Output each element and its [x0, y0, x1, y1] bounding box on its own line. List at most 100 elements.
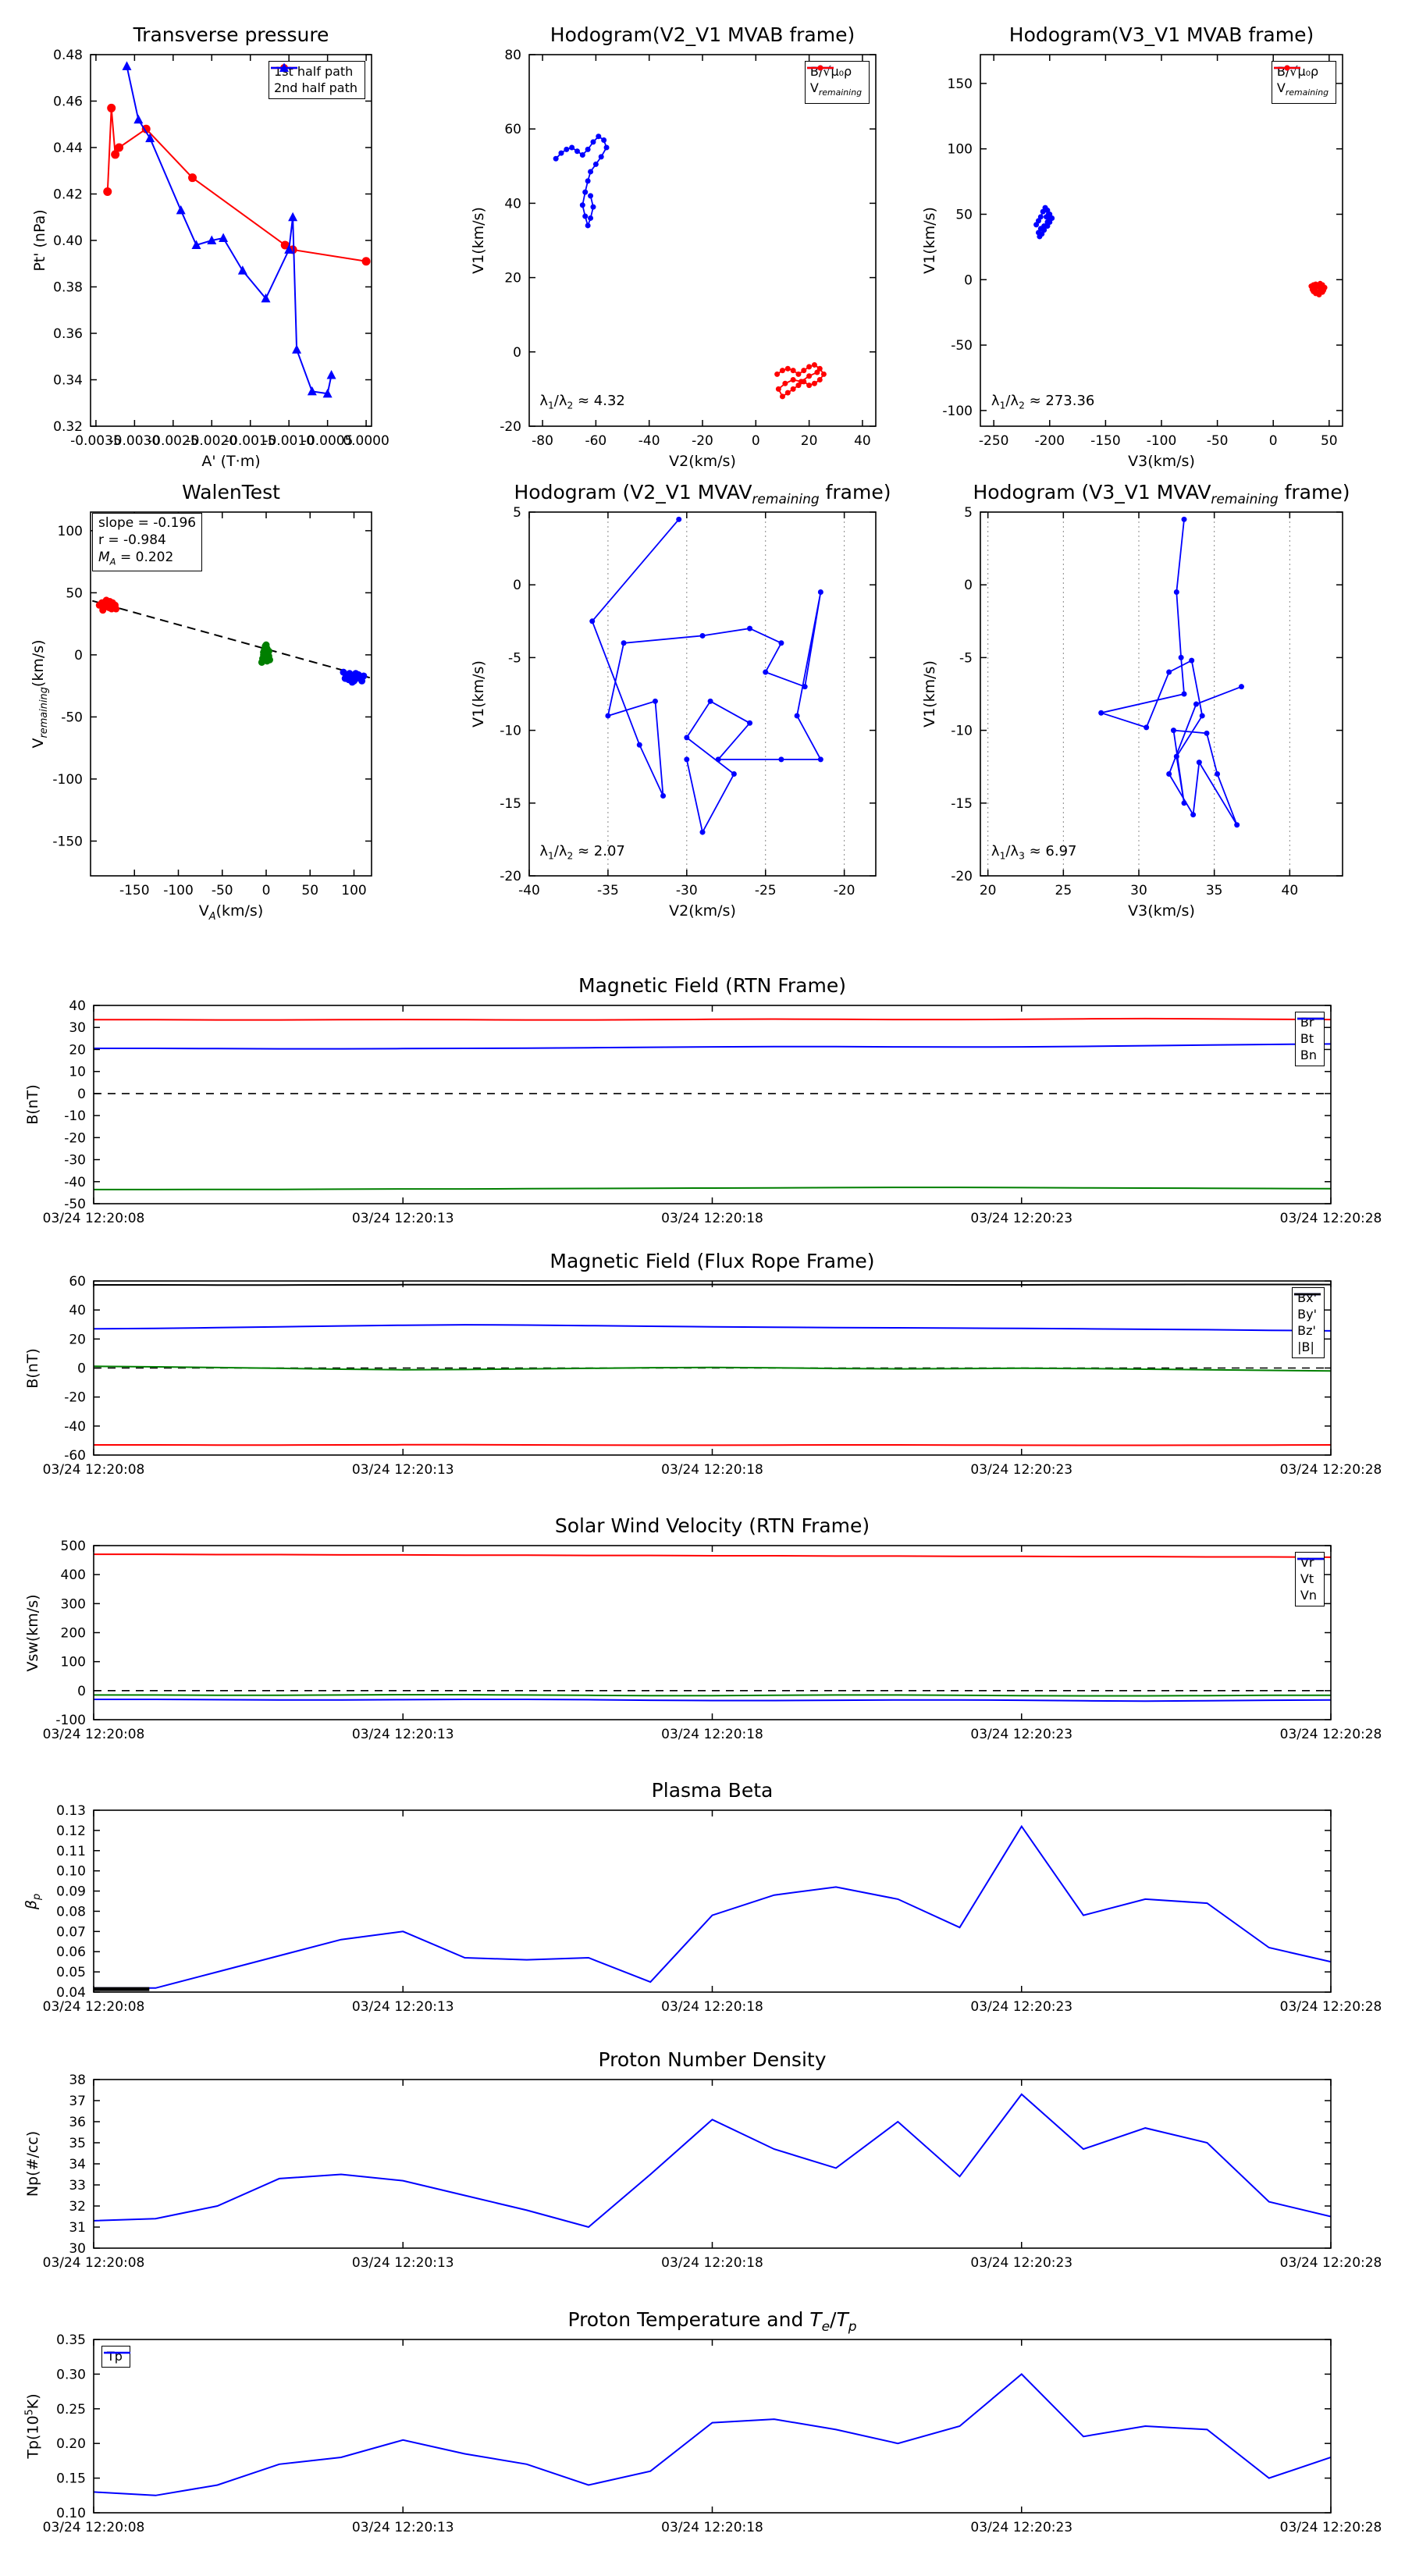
series-Vn [94, 1699, 1331, 1703]
hodogram-v2v1-mvab-plot: -80 -60 -40 -20 0 20 40 -20 0 20 40 60 80 [500, 48, 877, 449]
y-tick-label: 0.07 [56, 1924, 86, 1940]
hodogram-v3v1-mvab-legend: B/√μ₀ρ Vremaining [1271, 61, 1336, 105]
x-tick-label: 03/24 12:20:08 [43, 2520, 145, 2535]
y-tick-label: -60 [64, 1448, 86, 1464]
panel-transverse-pressure: -0.0035 -0.0030 -0.0025 -0.0020 -0.0015 -0.00… [24, 20, 389, 481]
y-tick-label: 30 [69, 2241, 86, 2257]
x-tick-label: 50 [1321, 433, 1338, 449]
x-tick-label: 03/24 12:20:08 [43, 1211, 145, 1226]
hodogram-v3v1-mvav-plot: 20 25 30 35 40 -20 -15 -10 -5 0 5 [951, 505, 1343, 898]
y-tick-label: 100 [61, 1655, 86, 1670]
series-Bz-prime [94, 1324, 1331, 1332]
x-tick-label: -150 [119, 883, 150, 898]
series-Tp [94, 2373, 1331, 2496]
hodogram-v3v1-mvav-ylabel: V1(km/s) [921, 660, 938, 728]
walen-test-title: WalenTest [182, 481, 280, 503]
hodogram-v3v1-mvab-annotation: λ1/λ2 ≈ 273.36 [991, 393, 1095, 411]
panel-proton-temperature: 03/24 12:20:08 03/24 12:20:13 03/24 12:20:… [8, 2304, 1397, 2540]
x-tick-label: 03/24 12:20:13 [352, 2520, 454, 2535]
y-tick-label: 0.48 [53, 48, 83, 63]
transverse-pressure-xlabel: A' (T·m) [201, 453, 261, 470]
x-tick-label: 35 [1206, 883, 1223, 898]
y-tick-label: 0.34 [53, 373, 83, 389]
y-tick-label: 5 [964, 505, 973, 521]
y-tick-label: 0.30 [56, 2367, 86, 2382]
series-2nd-half-path [122, 61, 336, 398]
hodogram-v2v1-mvav-plot: -40 -35 -30 -25 -20 -20 -15 -10 -5 0 5 [500, 505, 877, 898]
y-tick-label: 38 [69, 2073, 86, 2088]
legend-entry: Vremaining [806, 65, 862, 101]
x-tick-label: 03/24 12:20:23 [970, 2520, 1072, 2535]
hodogram-v3v1-mvab-ylabel: V1(km/s) [921, 207, 938, 274]
y-tick-label: -20 [951, 869, 973, 884]
y-tick-label: -100 [942, 404, 973, 419]
hodogram-v2v1-mvab-annotation: λ1/λ2 ≈ 4.32 [539, 393, 625, 411]
hodogram-v3v1-mvab-plot: -250 -200 -150 -100 -50 0 50 -100 -50 0 50 100 150 [942, 54, 1343, 449]
series-cluster-center [258, 641, 273, 666]
x-tick-label: 03/24 12:20:13 [352, 1999, 454, 2015]
y-tick-label: 0.46 [53, 94, 83, 110]
hodogram-v2v1-mvab-legend: B/√μ₀ρ Vremaining [804, 61, 870, 105]
y-tick-label: 0.42 [53, 187, 83, 203]
proton-number-density-ylabel: Np(#/cc) [24, 2130, 41, 2197]
y-tick-label: 0.12 [56, 1823, 86, 1839]
x-tick-label: 20 [801, 433, 818, 449]
x-tick-label: 03/24 12:20:13 [352, 2255, 454, 2271]
x-tick-label: 40 [1282, 883, 1299, 898]
legend-entry: Bn [1297, 1017, 1324, 1063]
y-tick-label: 36 [69, 2115, 86, 2130]
y-tick-label: -5 [959, 650, 973, 666]
transverse-pressure-title: Transverse pressure [133, 23, 329, 46]
series-B-alfven [1033, 205, 1055, 240]
panel-hodogram-v2v1-mvab: -80 -60 -40 -20 0 20 40 -20 0 20 40 60 80 Hodogram(V2… [463, 20, 887, 481]
y-tick-label: 0.38 [53, 280, 83, 296]
y-tick-label: 10 [69, 1065, 86, 1080]
series-cluster-2nd-half [340, 668, 368, 686]
hodogram-v2v1-mvav-annotation: λ1/λ2 ≈ 2.07 [539, 842, 625, 862]
x-tick-label: 03/24 12:20:08 [43, 1727, 145, 1742]
y-tick-label: 150 [948, 76, 973, 92]
y-tick-label: -5 [508, 650, 521, 666]
plasma-beta-title: Plasma Beta [651, 1779, 774, 1802]
x-tick-label: -100 [1147, 433, 1177, 449]
x-tick-label: -0.0020 [186, 433, 237, 449]
y-tick-label: 0 [77, 1361, 86, 1377]
hodogram-v3v1-mvav-annotation: λ1/λ3 ≈ 6.97 [991, 842, 1077, 862]
x-tick-label: -0.0005 [302, 433, 354, 449]
series-B-alfven [553, 133, 610, 229]
y-tick-label: 20 [69, 1332, 86, 1347]
series-V-remaining [1308, 280, 1328, 298]
y-tick-label: 60 [504, 122, 521, 137]
y-tick-label: 80 [504, 48, 521, 63]
y-tick-label: 34 [69, 2157, 86, 2172]
proton-number-density-plot: 03/24 12:20:08 03/24 12:20:13 03/24 12:20:… [43, 2073, 1382, 2271]
walen-test-ylabel: Vremaining(km/s) [30, 639, 50, 749]
magnetic-field-flux-rope-legend: Bx' By' Bz' |B| [1292, 1287, 1325, 1358]
y-tick-label: -15 [951, 796, 973, 812]
legend-label: By' [1297, 1307, 1317, 1322]
y-tick-label: 0.10 [56, 1864, 86, 1880]
proton-temperature-plot: 03/24 12:20:08 03/24 12:20:13 03/24 12:20:… [43, 2332, 1382, 2535]
x-tick-label: -0.0015 [225, 433, 276, 449]
legend-label: Bz' [1297, 1323, 1316, 1338]
legend-entry: 2nd half path [270, 62, 357, 96]
proton-temperature-ylabel: Tp(105K) [23, 2393, 42, 2459]
x-tick-label: 20 [980, 883, 997, 898]
x-tick-label: -20 [692, 433, 713, 449]
series-Vt [94, 1694, 1331, 1697]
solar-wind-velocity-plot: 03/24 12:20:08 03/24 12:20:13 03/24 12:20:… [43, 1539, 1382, 1742]
axes-frame [980, 54, 1343, 427]
y-tick-label: 40 [69, 998, 86, 1014]
x-tick-label: -0.0030 [109, 433, 161, 449]
walen-test-annotation: slope = -0.196 r = -0.984 MA = 0.202 [92, 513, 203, 572]
x-tick-label: -50 [212, 883, 233, 898]
y-tick-label: 0 [964, 578, 973, 593]
y-tick-label: 20 [504, 271, 521, 286]
x-tick-label: 03/24 12:20:23 [970, 2255, 1072, 2271]
hodogram-v3v1-mvav-title: Hodogram (V3_V1 MVAVremaining frame) [973, 481, 1350, 507]
hodogram-v3v1-mvav-xlabel: V3(km/s) [1128, 902, 1195, 920]
y-tick-label: -20 [500, 419, 521, 435]
magnetic-field-flux-rope-plot: 03/24 12:20:08 03/24 12:20:13 03/24 12:20:… [43, 1274, 1382, 1478]
y-tick-label: 0 [513, 345, 521, 361]
x-tick-label: -60 [585, 433, 606, 449]
